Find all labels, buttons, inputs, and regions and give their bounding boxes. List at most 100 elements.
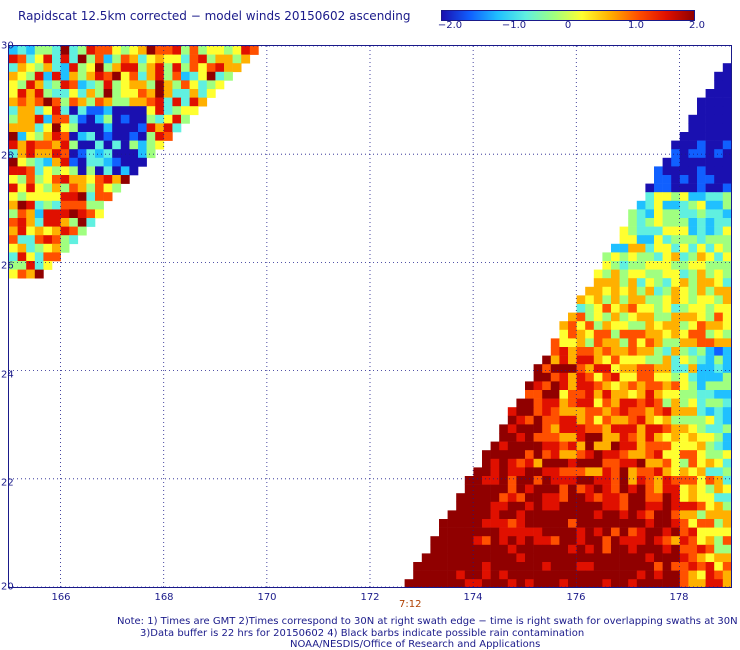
wind-cell — [688, 157, 698, 167]
wind-cell — [585, 501, 595, 511]
wind-cell — [688, 166, 698, 176]
swath-time-label: 7:12 — [399, 599, 422, 610]
wind-cell — [697, 553, 706, 563]
wind-cell — [697, 235, 706, 245]
wind-cell — [697, 166, 706, 176]
wind-cell — [679, 243, 689, 253]
wind-cell — [189, 106, 199, 116]
wind-cell — [95, 157, 104, 167]
wind-cell — [215, 54, 225, 64]
wind-cell — [636, 329, 646, 339]
wind-cell — [206, 46, 216, 55]
wind-cell — [593, 390, 603, 399]
wind-cell — [679, 226, 689, 236]
wind-cell — [697, 527, 706, 537]
wind-cell — [593, 458, 603, 468]
wind-cell — [619, 536, 629, 546]
wind-cell — [714, 200, 724, 210]
wind-cell — [559, 501, 569, 511]
wind-cell — [86, 209, 96, 219]
wind-cell — [593, 544, 603, 554]
wind-cell — [576, 579, 586, 587]
wind-cell — [585, 441, 595, 451]
wind-cell — [155, 80, 165, 90]
wind-cell — [86, 149, 96, 159]
wind-cell — [688, 261, 698, 270]
wind-cell — [507, 553, 517, 563]
wind-cell — [705, 304, 715, 313]
wind-cell — [628, 304, 638, 313]
wind-cell — [628, 527, 638, 537]
colorbar-tick: −1.0 — [501, 20, 527, 31]
wind-cell — [172, 63, 182, 73]
wind-cell — [679, 493, 689, 503]
wind-cell — [9, 63, 18, 73]
wind-cell — [155, 46, 165, 55]
wind-cell — [43, 218, 53, 227]
wind-cell — [714, 114, 724, 124]
wind-cell — [714, 347, 724, 356]
wind-cell — [9, 46, 18, 55]
wind-cell — [120, 166, 130, 176]
wind-cell — [654, 364, 663, 374]
wind-cell — [52, 123, 61, 133]
wind-cell — [585, 304, 595, 313]
wind-cell — [559, 562, 569, 571]
wind-cell — [714, 269, 724, 279]
wind-cell — [602, 544, 612, 554]
wind-cell — [619, 510, 629, 520]
wind-cell — [697, 123, 706, 133]
wind-cell — [215, 71, 225, 81]
wind-cell — [103, 114, 113, 124]
wind-cell — [129, 157, 139, 167]
wind-cell — [688, 200, 698, 210]
wind-cell — [714, 579, 724, 587]
wind-difference-map[interactable] — [8, 45, 732, 588]
wind-cell — [688, 424, 698, 434]
wind-cell — [129, 166, 139, 176]
wind-cell — [705, 114, 715, 124]
wind-cell — [559, 527, 569, 537]
wind-cell — [722, 243, 731, 253]
wind-cell — [714, 261, 724, 270]
wind-cell — [542, 364, 552, 374]
wind-cell — [181, 97, 190, 107]
wind-cell — [619, 226, 629, 236]
wind-cell — [679, 424, 689, 434]
wind-cell — [138, 132, 147, 141]
wind-cell — [714, 381, 724, 391]
wind-cell — [95, 149, 104, 159]
wind-cell — [86, 183, 96, 193]
wind-cell — [138, 54, 147, 64]
wind-cell — [559, 484, 569, 494]
wind-cell — [34, 106, 44, 116]
wind-cell — [507, 570, 517, 580]
wind-cell — [129, 97, 139, 107]
wind-cell — [697, 140, 706, 150]
wind-cell — [430, 544, 440, 554]
wind-cell — [611, 458, 620, 468]
wind-cell — [550, 415, 560, 425]
wind-cell — [671, 321, 681, 331]
wind-cell — [146, 106, 156, 116]
wind-cell — [611, 381, 620, 391]
wind-cell — [550, 467, 560, 477]
wind-cell — [714, 80, 724, 90]
wind-cell — [714, 476, 724, 485]
wind-cell — [697, 329, 706, 339]
wind-cell — [714, 329, 724, 339]
wind-cell — [439, 562, 448, 571]
wind-cell — [576, 476, 586, 485]
wind-cell — [26, 123, 36, 133]
wind-cell — [679, 355, 689, 365]
wind-cell — [34, 269, 44, 279]
wind-cell — [26, 166, 36, 176]
wind-cell — [705, 493, 715, 503]
wind-cell — [688, 114, 698, 124]
wind-cell — [688, 183, 698, 193]
wind-cell — [688, 510, 698, 520]
wind-cell — [69, 71, 79, 81]
wind-cell — [714, 175, 724, 184]
wind-cell — [602, 390, 612, 399]
wind-cell — [697, 295, 706, 305]
